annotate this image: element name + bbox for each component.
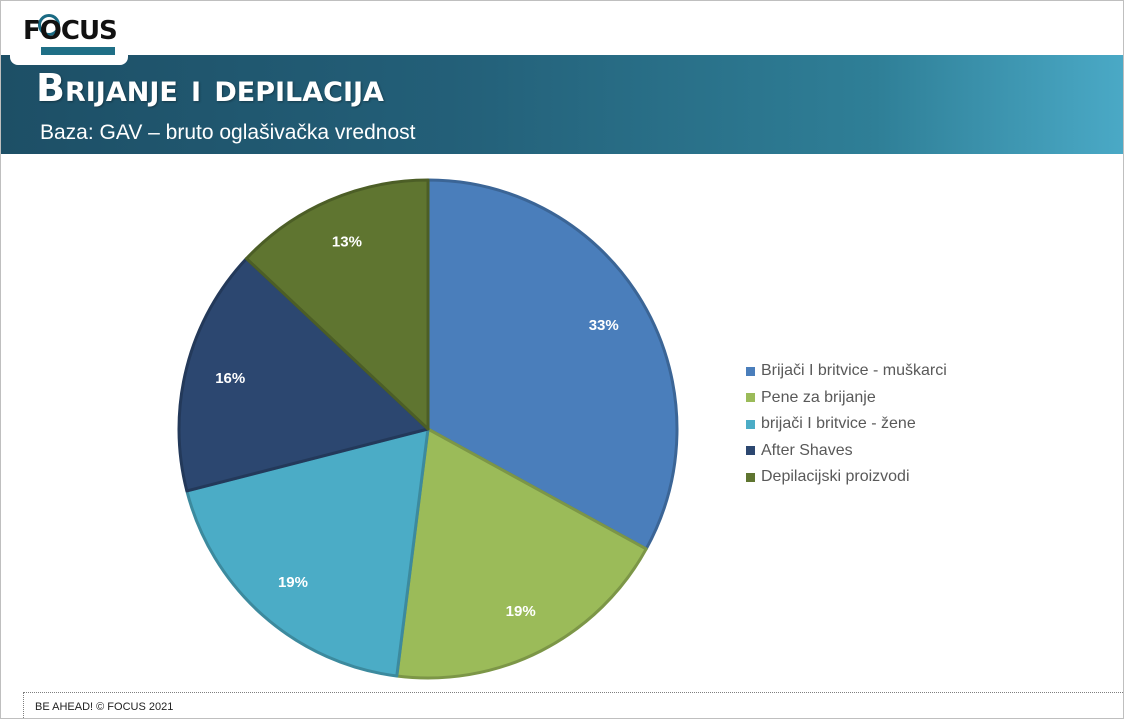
pie-slice-4 <box>177 257 430 493</box>
legend-item: Pene za brijanje <box>746 385 947 412</box>
footer: BE AHEAD! © FOCUS 2021 <box>23 692 1123 718</box>
legend-item: After Shaves <box>746 438 947 465</box>
legend-label: brijači I britvice - žene <box>761 415 916 433</box>
legend-label: After Shaves <box>761 441 853 459</box>
legend-swatch <box>746 419 755 429</box>
chart-legend: Brijači I britvice - muškarci Pene za bri… <box>746 358 947 491</box>
header-band <box>1 55 1123 154</box>
footer-text: BE AHEAD! © FOCUS 2021 <box>35 701 174 713</box>
legend-label: Pene za brijanje <box>761 388 876 406</box>
pie-data-label-4: 16% <box>215 370 245 387</box>
legend-swatch <box>746 393 755 403</box>
pie-slice-3 <box>185 427 430 678</box>
logo-bar <box>41 47 115 55</box>
legend-item: brijači I britvice - žene <box>746 411 947 438</box>
pie-data-label-5: 13% <box>332 234 362 251</box>
magnifier-icon <box>38 14 60 36</box>
legend-swatch <box>746 472 755 482</box>
focus-logo: FOCUS <box>23 10 118 56</box>
page-subtitle: Baza: GAV – bruto oglašivačka vrednost <box>40 121 416 144</box>
pie-slice-5 <box>244 178 430 431</box>
legend-item: Brijači I britvice - muškarci <box>746 358 947 385</box>
legend-swatch <box>746 446 755 456</box>
legend-label: Brijači I britvice - muškarci <box>761 362 947 380</box>
legend-item: Depilacijski proizvodi <box>746 464 947 491</box>
pie-slice-2 <box>395 427 648 680</box>
logo-container: FOCUS <box>10 2 128 65</box>
pie-slice-1 <box>426 178 679 551</box>
page-title: Brijanje i depilacija <box>36 66 384 110</box>
pie-data-label-2: 19% <box>506 603 536 620</box>
legend-label: Depilacijski proizvodi <box>761 468 910 486</box>
pie-data-label-3: 19% <box>278 574 308 591</box>
logo-text: FOCUS <box>23 16 118 46</box>
legend-swatch <box>746 366 755 376</box>
pie-data-label-1: 33% <box>589 317 619 334</box>
